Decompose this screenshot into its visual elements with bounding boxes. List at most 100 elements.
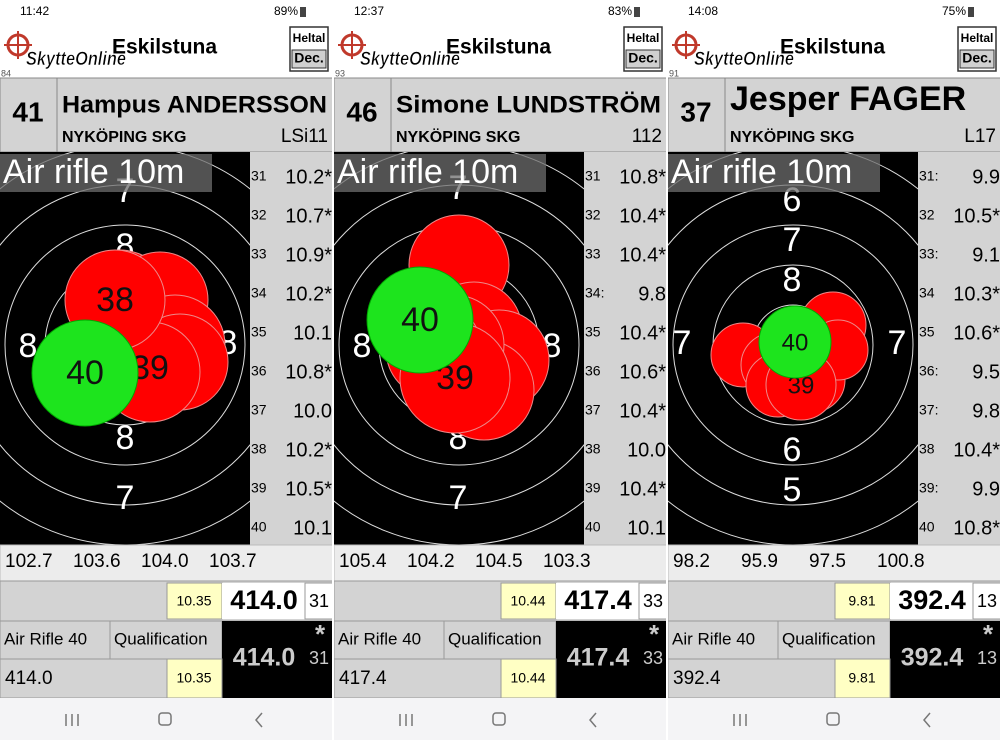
result-average: 10.35: [176, 670, 211, 686]
mode-option: Heltal: [627, 31, 660, 45]
shot-value: 10.4*: [619, 205, 666, 227]
result-average-cell: [166, 658, 223, 699]
result-score: 392.4: [673, 668, 721, 689]
shooter-class: LSi11: [281, 126, 328, 147]
status-bar: [334, 0, 667, 22]
shooter-number: 41: [12, 96, 43, 127]
average: 10.44: [510, 593, 545, 609]
shot-index: 33:: [919, 246, 938, 262]
total-cell: [890, 583, 973, 619]
count-cell: [638, 582, 668, 620]
series-row: [667, 544, 1000, 582]
series-total: 105.4: [339, 551, 387, 572]
event-name: Air Rifle 40: [4, 629, 87, 648]
total: 414.0: [230, 585, 298, 615]
shot-index: 35: [919, 324, 935, 340]
shot-label: 40: [66, 354, 104, 392]
shooter-club: NYKÖPING SKG: [730, 127, 854, 146]
shot-index: 32: [919, 207, 935, 223]
shot-index: 39:: [919, 480, 938, 496]
mode-selected: [959, 49, 995, 69]
shot-index: 37: [251, 402, 267, 418]
nav-home[interactable]: [158, 712, 172, 726]
shot-index: 32: [251, 207, 267, 223]
battery-icon: [968, 7, 974, 17]
stage-cell: [777, 620, 891, 660]
nav-back[interactable]: [255, 712, 263, 728]
shot-value: 10.5*: [285, 478, 332, 500]
corner-number: 91: [669, 68, 679, 78]
ring-label: 6: [783, 431, 802, 469]
shot-index: 33: [585, 246, 601, 262]
nav-bar: [334, 698, 667, 740]
shot-value: 10.4*: [619, 478, 666, 500]
corner-number: 84: [1, 68, 11, 78]
shot-value: 10.7*: [285, 205, 332, 227]
shot-index: 39: [585, 480, 601, 496]
shooter-class: L17: [964, 126, 996, 147]
shot-value: 10.0: [293, 400, 332, 422]
shot-index: 38: [251, 441, 267, 457]
shot-index: 34: [919, 285, 935, 301]
result-total-cell: [556, 621, 639, 698]
shot-index: 31:: [919, 168, 938, 184]
shot-value: 9.8: [638, 283, 666, 305]
last-shot: [758, 305, 832, 379]
series-total: 97.5: [809, 551, 846, 572]
result-score: 414.0: [5, 668, 53, 689]
series-total: 103.3: [543, 551, 591, 572]
shooter-club: NYKÖPING SKG: [396, 127, 520, 146]
status-time: 11:42: [20, 4, 49, 18]
result-total: 417.4: [567, 644, 630, 672]
nav-home[interactable]: [492, 712, 506, 726]
target-title: Air rifle 10m: [671, 153, 852, 191]
event-name: Air Rifle 40: [672, 629, 755, 648]
shot-value: 9.8: [972, 400, 1000, 422]
header-city: Eskilstuna: [112, 36, 217, 59]
series-total: 103.6: [73, 551, 121, 572]
title-backdrop: [334, 154, 546, 192]
mode-option: Dec.: [628, 50, 658, 66]
shot-value: 10.4*: [953, 439, 1000, 461]
shot-label: 40: [782, 329, 809, 356]
shot-index: 32: [585, 207, 601, 223]
series-row: [0, 544, 334, 582]
mode-option: Dec.: [962, 50, 992, 66]
status-bar: [668, 0, 1000, 22]
result-count: 33: [643, 648, 663, 668]
event-name: Air Rifle 40: [338, 629, 421, 648]
result-count: 13: [977, 648, 997, 668]
result-total-cell: [222, 621, 305, 698]
shot-value: 10.6*: [953, 322, 1000, 344]
shot-value: 10.8*: [953, 517, 1000, 539]
series-total: 98.2: [673, 551, 710, 572]
mode-option: Heltal: [961, 31, 994, 45]
shot-index: 35: [251, 324, 267, 340]
shot-index: 36:: [919, 363, 938, 379]
shot-index: 36: [585, 363, 601, 379]
series-total: 104.2: [407, 551, 455, 572]
result-count-cell: [305, 621, 333, 698]
last-shot: [31, 319, 139, 427]
nav-bar: [668, 698, 1000, 740]
series-total: 104.0: [141, 551, 189, 572]
nav-home[interactable]: [826, 712, 840, 726]
shot-index: 36: [251, 363, 267, 379]
average-cell: [166, 582, 223, 620]
shot-value: 9.9: [972, 166, 1000, 188]
shot-value: 10.3*: [953, 283, 1000, 305]
shooter-number: 46: [346, 96, 377, 127]
shot-index: 40: [585, 519, 601, 535]
average-cell: [834, 582, 891, 620]
nav-back[interactable]: [923, 712, 931, 728]
nav-back[interactable]: [589, 712, 597, 728]
shooter-name: Hampus ANDERSSON: [62, 91, 327, 118]
ring-label: 7: [783, 221, 802, 259]
result-score: 417.4: [339, 668, 387, 689]
result-total: 392.4: [901, 644, 964, 672]
result-mark: *: [649, 619, 660, 649]
shot-index: 38: [919, 441, 935, 457]
